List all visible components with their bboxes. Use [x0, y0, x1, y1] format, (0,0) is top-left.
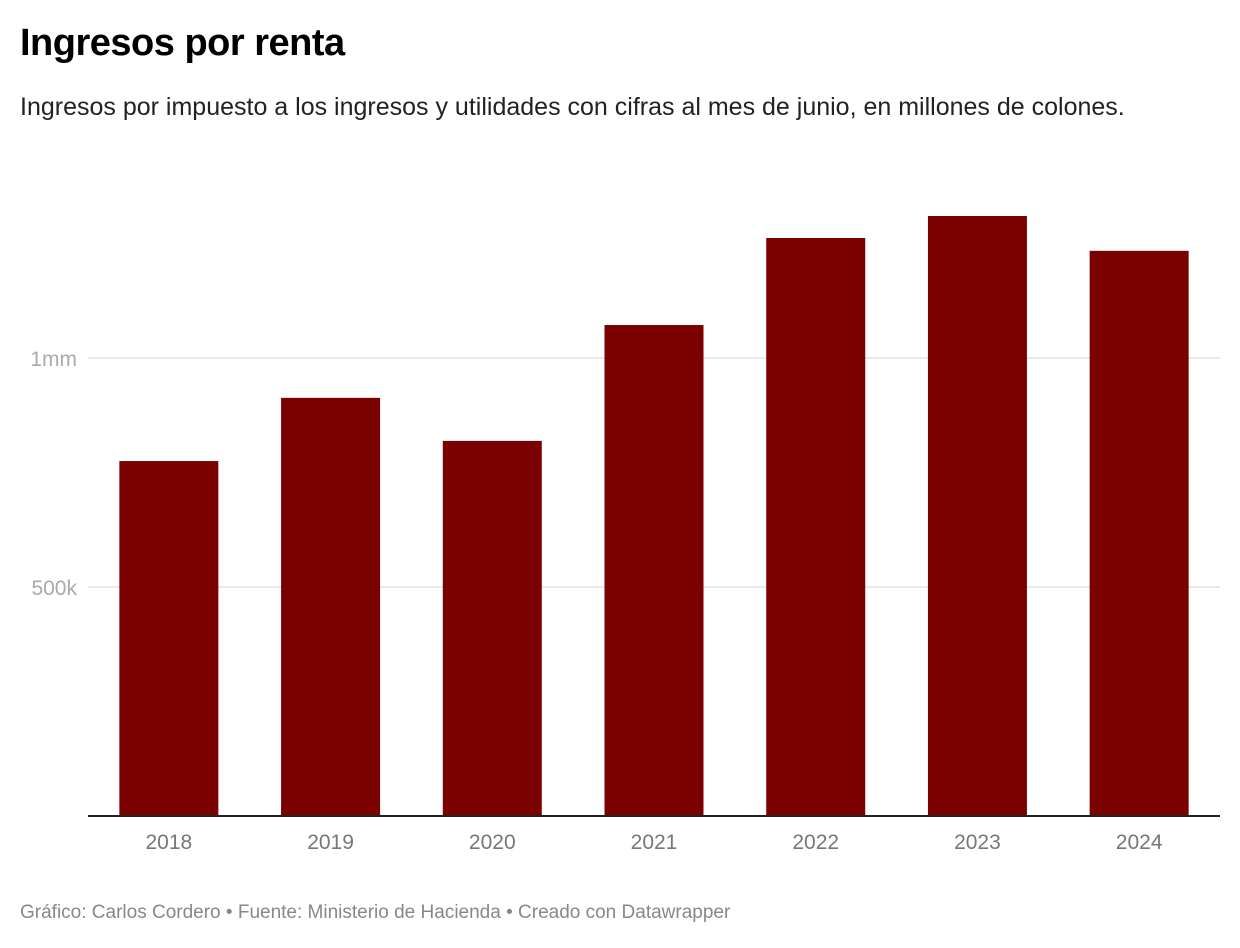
bar-2023: [927, 216, 1027, 816]
x-tick-label: 2023: [954, 831, 1001, 854]
bar-2022: [766, 238, 866, 816]
x-tick-label: 2019: [307, 831, 354, 854]
y-tick-label: 1mm: [30, 348, 77, 371]
bar-2018: [119, 461, 219, 816]
y-tick-label: 500k: [31, 577, 77, 600]
bar-2024: [1089, 250, 1189, 816]
bar-2021: [604, 325, 704, 816]
bar-chart: 500k 1mm 2018 2019 2020 2021 2022 2023 2024: [30, 216, 1220, 854]
chart-subtitle: Ingresos por impuesto a los ingresos y u…: [20, 93, 1125, 121]
bar-2019: [281, 397, 381, 816]
x-tick-label: 2021: [631, 831, 678, 854]
x-tick-label: 2024: [1116, 831, 1163, 854]
chart-title: Ingresos por renta: [20, 22, 345, 64]
x-tick-label: 2018: [145, 831, 192, 854]
bar-2020: [442, 440, 542, 816]
x-tick-label: 2022: [792, 831, 839, 854]
x-tick-label: 2020: [469, 831, 516, 854]
chart-footer: Gráfico: Carlos Cordero • Fuente: Minist…: [20, 902, 731, 923]
